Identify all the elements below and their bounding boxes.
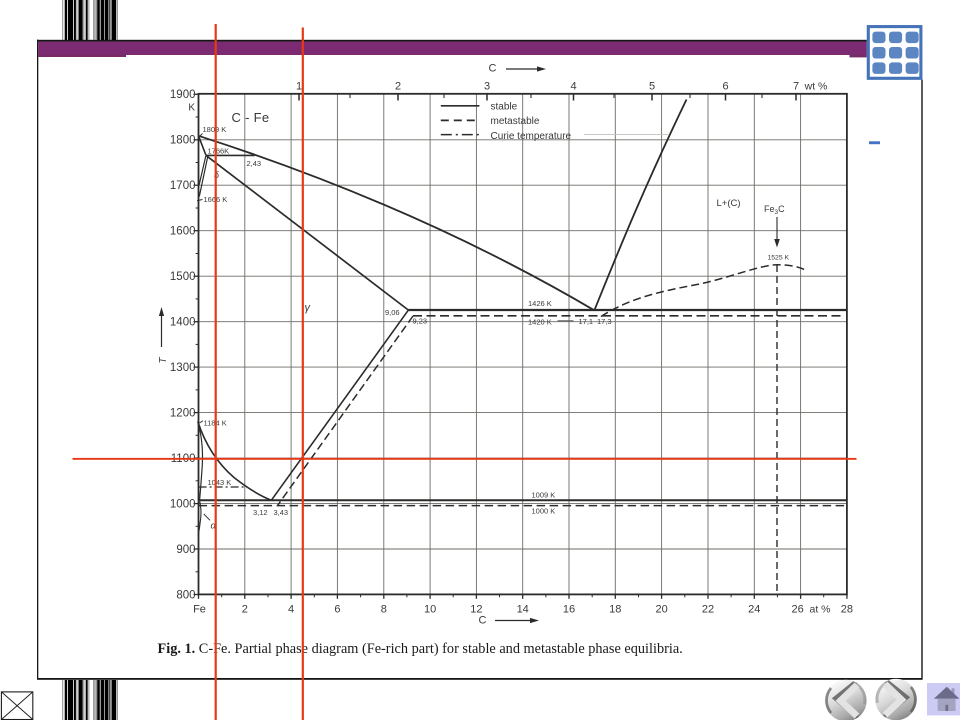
svg-text:C - Fe: C - Fe: [232, 110, 270, 125]
svg-text:1000: 1000: [170, 498, 196, 510]
svg-text:9,06: 9,06: [385, 308, 400, 317]
svg-text:stable: stable: [491, 102, 518, 113]
svg-text:1809 K: 1809 K: [203, 125, 227, 134]
svg-text:2,43: 2,43: [247, 159, 262, 168]
svg-text:1: 1: [296, 81, 302, 93]
svg-text:900: 900: [176, 544, 195, 556]
svg-text:1900: 1900: [170, 89, 196, 101]
svg-text:wt %: wt %: [804, 81, 828, 93]
svg-text:Fe3C: Fe3C: [764, 204, 785, 216]
svg-text:K: K: [188, 103, 195, 114]
svg-text:18: 18: [609, 604, 621, 616]
svg-text:L+(C): L+(C): [717, 198, 741, 209]
svg-text:6: 6: [722, 81, 728, 93]
svg-text:6: 6: [334, 604, 340, 616]
svg-text:17,3: 17,3: [597, 317, 612, 326]
svg-text:10: 10: [424, 604, 436, 616]
svg-text:800: 800: [176, 589, 195, 601]
svg-text:1500: 1500: [170, 271, 196, 283]
svg-text:1000 K: 1000 K: [532, 507, 556, 516]
svg-text:2: 2: [395, 81, 401, 93]
svg-text:3: 3: [484, 81, 490, 93]
svg-text:Fig. 1. C-Fe. Partial phase di: Fig. 1. C-Fe. Partial phase diagram (Fe-…: [158, 641, 683, 657]
svg-text:1766K: 1766K: [208, 147, 230, 156]
svg-text:δ: δ: [214, 170, 220, 180]
svg-text:3,43: 3,43: [274, 508, 289, 517]
svg-text:16: 16: [563, 604, 575, 616]
svg-text:1300: 1300: [170, 362, 196, 374]
svg-text:1700: 1700: [170, 180, 196, 192]
svg-text:12: 12: [470, 604, 482, 616]
svg-text:20: 20: [655, 604, 667, 616]
svg-text:γ: γ: [305, 302, 312, 314]
svg-text:1420 K: 1420 K: [528, 318, 552, 327]
svg-text:17,1: 17,1: [579, 317, 594, 326]
svg-text:α: α: [211, 521, 217, 532]
svg-text:Fe: Fe: [193, 604, 206, 616]
svg-text:14: 14: [517, 604, 529, 616]
svg-text:22: 22: [702, 604, 714, 616]
svg-text:C: C: [479, 615, 487, 627]
svg-text:1426 K: 1426 K: [528, 299, 552, 308]
svg-text:1200: 1200: [170, 407, 196, 419]
svg-text:4: 4: [570, 81, 576, 93]
svg-text:26: 26: [791, 604, 803, 616]
svg-text:24: 24: [748, 604, 760, 616]
svg-text:5: 5: [649, 81, 655, 93]
svg-text:4: 4: [288, 604, 294, 616]
svg-text:2: 2: [242, 604, 248, 616]
svg-text:1009 K: 1009 K: [532, 491, 556, 500]
svg-text:1525 K: 1525 K: [768, 255, 790, 262]
svg-text:8: 8: [381, 604, 387, 616]
svg-text:T: T: [158, 357, 169, 364]
svg-text:C: C: [489, 63, 497, 75]
svg-text:28: 28: [841, 604, 853, 616]
svg-text:Curie temperature: Curie temperature: [491, 131, 572, 142]
svg-text:at %: at %: [809, 604, 830, 616]
svg-text:3,12: 3,12: [253, 508, 268, 517]
svg-text:metastable: metastable: [491, 116, 540, 127]
svg-text:7: 7: [793, 81, 799, 93]
svg-text:1600: 1600: [170, 226, 196, 238]
svg-text:1800: 1800: [170, 135, 196, 147]
svg-text:1043 K: 1043 K: [208, 478, 232, 487]
svg-text:9,23: 9,23: [413, 317, 428, 326]
svg-text:1400: 1400: [170, 317, 196, 329]
